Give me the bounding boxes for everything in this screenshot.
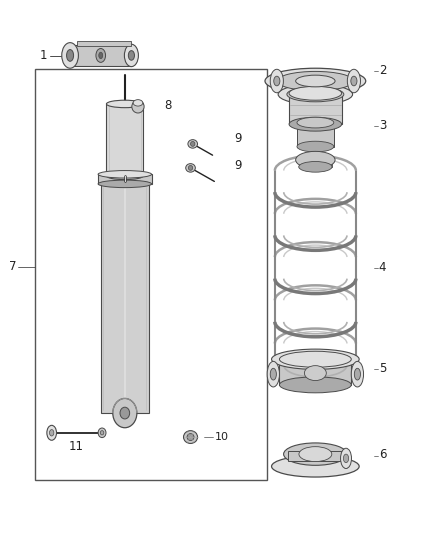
Bar	[279, 358, 351, 385]
Text: 2: 2	[379, 64, 386, 77]
Ellipse shape	[67, 50, 74, 61]
Ellipse shape	[270, 368, 276, 380]
Ellipse shape	[128, 51, 134, 60]
Ellipse shape	[96, 49, 106, 62]
Ellipse shape	[191, 142, 195, 147]
Ellipse shape	[299, 161, 332, 172]
Ellipse shape	[297, 141, 334, 152]
Ellipse shape	[265, 68, 366, 94]
Ellipse shape	[106, 172, 143, 180]
Ellipse shape	[100, 431, 104, 435]
Ellipse shape	[272, 456, 359, 477]
Bar	[288, 451, 343, 461]
Ellipse shape	[106, 100, 143, 108]
Bar	[98, 174, 152, 184]
Ellipse shape	[132, 100, 144, 113]
Ellipse shape	[279, 377, 351, 393]
Ellipse shape	[351, 361, 364, 387]
Ellipse shape	[287, 87, 344, 102]
Ellipse shape	[98, 180, 152, 188]
Ellipse shape	[120, 407, 130, 419]
Ellipse shape	[124, 44, 138, 67]
Ellipse shape	[270, 69, 283, 93]
Ellipse shape	[289, 86, 342, 100]
Text: 8: 8	[164, 99, 172, 111]
Ellipse shape	[351, 76, 357, 86]
Ellipse shape	[296, 151, 335, 168]
Text: 11: 11	[69, 440, 84, 453]
Ellipse shape	[354, 368, 360, 380]
Text: 3: 3	[379, 119, 386, 132]
Polygon shape	[70, 45, 131, 66]
Bar	[35, 69, 267, 480]
Bar	[101, 184, 149, 413]
Text: 9: 9	[234, 132, 242, 145]
Ellipse shape	[297, 117, 334, 128]
Bar	[289, 93, 342, 124]
Text: 4: 4	[379, 261, 386, 274]
Text: 7: 7	[9, 260, 17, 273]
Text: 1: 1	[40, 50, 48, 62]
Ellipse shape	[99, 52, 102, 59]
Ellipse shape	[49, 430, 54, 436]
Ellipse shape	[113, 399, 137, 427]
Ellipse shape	[304, 366, 326, 381]
Ellipse shape	[343, 454, 349, 463]
Ellipse shape	[274, 76, 280, 86]
Ellipse shape	[272, 349, 359, 369]
Ellipse shape	[289, 117, 342, 131]
Ellipse shape	[299, 447, 332, 462]
Ellipse shape	[188, 140, 198, 148]
Ellipse shape	[133, 100, 143, 106]
Ellipse shape	[62, 43, 78, 68]
Ellipse shape	[98, 428, 106, 438]
Ellipse shape	[296, 75, 335, 87]
Text: 5: 5	[379, 362, 386, 375]
Text: 6: 6	[379, 448, 386, 461]
Text: 10: 10	[215, 432, 229, 442]
Ellipse shape	[278, 84, 353, 104]
Ellipse shape	[279, 351, 351, 367]
Ellipse shape	[188, 165, 193, 171]
Ellipse shape	[187, 434, 194, 440]
Ellipse shape	[267, 361, 279, 387]
Ellipse shape	[184, 431, 198, 443]
Bar	[77, 41, 131, 46]
Bar	[106, 104, 143, 176]
Bar	[297, 123, 334, 147]
Ellipse shape	[98, 171, 152, 178]
Text: 9: 9	[234, 159, 242, 172]
Ellipse shape	[277, 71, 354, 91]
Bar	[299, 157, 332, 167]
Ellipse shape	[186, 164, 195, 172]
Ellipse shape	[347, 69, 360, 93]
Ellipse shape	[341, 448, 352, 469]
Ellipse shape	[284, 443, 347, 465]
Ellipse shape	[47, 425, 57, 440]
